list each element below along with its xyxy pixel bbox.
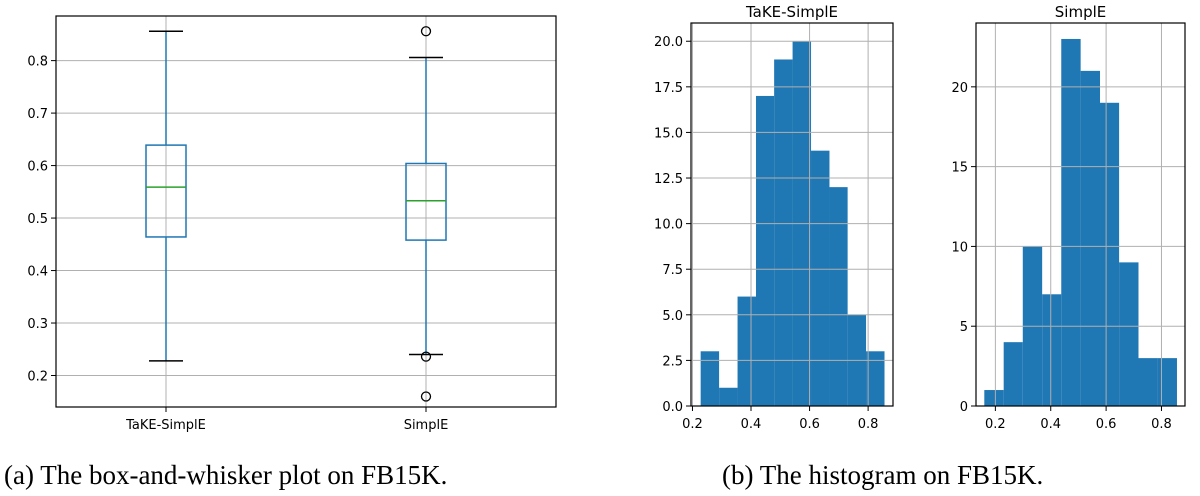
- y-tick-label: 5.0: [662, 309, 683, 324]
- histogram-bar: [866, 351, 885, 406]
- y-tick-label: 0.4: [27, 265, 48, 280]
- histogram-bar: [829, 187, 848, 406]
- histogram-bar: [1003, 342, 1023, 406]
- histogram-bar: [1061, 38, 1081, 406]
- y-tick-label: 0.8: [27, 55, 48, 70]
- y-tick-label: 0.6: [27, 160, 48, 175]
- y-tick-label: 7.5: [662, 263, 683, 278]
- x-tick-label: 0.2: [682, 417, 703, 432]
- histogram-take-simple-panel: 0.0 2.5 5.0 7.5 10.0 12.5 15.0 17.5 20.0 0.2 0.4 0.…: [654, 3, 894, 432]
- y-tick-label: 0.0: [662, 400, 683, 415]
- y-tick-label: 0: [960, 400, 968, 415]
- x-tick-label: 0.8: [1151, 417, 1172, 432]
- histogram-bar: [719, 387, 738, 406]
- iqr-box: [405, 162, 447, 241]
- plot-frame: [55, 15, 557, 408]
- histogram-bar: [811, 150, 830, 406]
- y-tick-label: 12.5: [654, 172, 683, 187]
- x-tick-label: 0.8: [858, 417, 879, 432]
- caption-a: (a) The box-and-whisker plot on FB15K.: [4, 460, 447, 490]
- y-tick-label: 20.0: [654, 35, 683, 50]
- chart-title: TaKE-SimplE: [745, 3, 838, 21]
- histogram-bar: [1080, 70, 1101, 406]
- plot-frame: [690, 22, 894, 407]
- chart-title: SimplE: [1055, 3, 1106, 21]
- histogram-bar: [1100, 102, 1120, 407]
- y-tick-label: 10: [951, 240, 968, 255]
- y-tick-label: 0.3: [27, 317, 48, 332]
- iqr-box: [145, 144, 187, 238]
- caption-b: (b) The histogram on FB15K.: [722, 460, 1043, 490]
- histogram-bar: [700, 351, 720, 406]
- y-tick-label: 20: [951, 81, 968, 96]
- histogram-bar: [984, 390, 1004, 406]
- x-tick-label: SimplE: [404, 418, 449, 433]
- y-tick-label: 0.5: [27, 212, 48, 227]
- y-tick-label: 10.0: [654, 218, 683, 233]
- x-tick-label: 0.6: [1096, 417, 1117, 432]
- histogram-bar: [1157, 358, 1177, 406]
- plot-frame: [975, 22, 1186, 407]
- y-tick-label: 0.7: [27, 107, 48, 122]
- histogram-bar: [737, 296, 756, 406]
- y-tick-label: 0.2: [27, 370, 48, 385]
- y-tick-label: 17.5: [654, 81, 683, 96]
- outlier-point: [420, 26, 432, 37]
- outlier-point: [420, 391, 432, 402]
- histogram-bar: [755, 95, 775, 406]
- histogram-bar: [1042, 294, 1062, 406]
- x-tick-label: TaKE-SimplE: [125, 418, 206, 433]
- x-tick-label: 0.2: [985, 417, 1006, 432]
- histogram-simple-panel: 0 5 10 15 20 0.2 0.4 0.6 0.8 SimplE: [951, 3, 1186, 432]
- box-plot-panel: 0.2 0.3 0.4 0.5 0.6 0.7 0.8 TaKE-SimplE SimplE: [27, 15, 557, 433]
- x-tick-label: 0.4: [1040, 417, 1061, 432]
- y-tick-label: 15: [951, 161, 968, 176]
- histogram-bar: [1119, 262, 1139, 406]
- y-tick-label: 2.5: [662, 354, 683, 369]
- histogram-bar: [774, 59, 793, 406]
- x-tick-label: 0.6: [799, 417, 820, 432]
- outlier-point: [420, 351, 432, 362]
- histogram-bar: [1138, 358, 1158, 406]
- x-tick-label: 0.4: [741, 417, 762, 432]
- y-tick-label: 15.0: [654, 126, 683, 141]
- y-tick-label: 5: [960, 320, 968, 335]
